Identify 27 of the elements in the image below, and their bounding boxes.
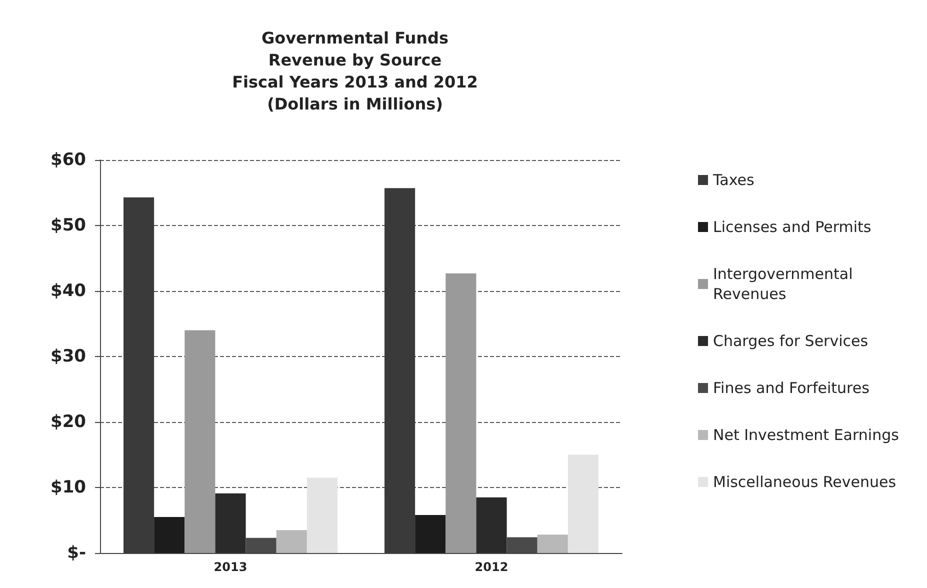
legend-label: Miscellaneous Revenues bbox=[713, 473, 896, 491]
y-tick-label: $30 bbox=[50, 346, 86, 366]
x-tick-label: 2013 bbox=[214, 560, 248, 574]
bar bbox=[306, 478, 338, 553]
legend-label: Intergovernmental Revenues bbox=[713, 265, 858, 303]
bar bbox=[276, 530, 307, 553]
y-tick-label: $20 bbox=[50, 412, 86, 432]
x-tick-label: 2012 bbox=[474, 560, 508, 574]
y-tick-label: $- bbox=[67, 543, 86, 563]
bar bbox=[446, 273, 476, 553]
bar bbox=[568, 454, 599, 553]
y-tick-label: $50 bbox=[50, 216, 86, 236]
y-tick-label: $10 bbox=[50, 478, 86, 498]
chart-title: Governmental Funds Revenue by Source Fiscal Years 2013 and 2012 (Dollars in Millions) bbox=[232, 28, 478, 114]
legend-label: Taxes bbox=[712, 171, 755, 189]
legend-label: Charges for Services bbox=[713, 332, 868, 350]
bar bbox=[184, 330, 216, 553]
y-tick-label: $40 bbox=[50, 281, 86, 301]
legend-label: Licenses and Permits bbox=[713, 218, 872, 236]
bar bbox=[537, 534, 568, 553]
legend-label: Net Investment Earnings bbox=[713, 426, 900, 444]
y-tick-label: $60 bbox=[50, 150, 86, 170]
legend-label: Fines and Forfeitures bbox=[713, 379, 870, 397]
bar bbox=[215, 493, 246, 553]
bar bbox=[476, 497, 507, 553]
bar bbox=[415, 515, 446, 553]
bar bbox=[154, 516, 185, 553]
